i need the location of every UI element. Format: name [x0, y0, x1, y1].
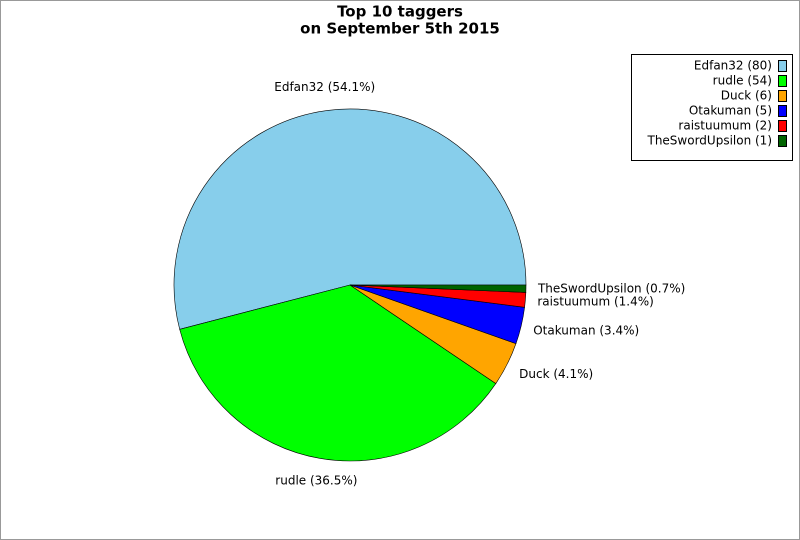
legend-swatch	[778, 135, 787, 147]
chart-subtitle: on September 5th 2015	[300, 20, 500, 38]
legend-label: raistuumum (2)	[678, 119, 772, 133]
legend-label: rudle (54)	[713, 74, 772, 88]
legend-label: Otakuman (5)	[689, 104, 772, 118]
legend-swatch	[778, 120, 787, 132]
slice-label: Otakuman (3.4%)	[533, 324, 639, 338]
legend-swatch	[778, 105, 787, 117]
slice-label: Edfan32 (54.1%)	[274, 80, 375, 94]
legend-label: Edfan32 (80)	[694, 59, 772, 73]
legend-label: TheSwordUpsilon (1)	[646, 134, 772, 148]
pie-slice	[173, 108, 527, 330]
slice-label: rudle (36.5%)	[275, 474, 357, 488]
pie-slice	[349, 284, 527, 293]
legend-box	[631, 54, 793, 161]
pie-slice	[179, 284, 497, 462]
legend-swatch	[778, 75, 787, 87]
legend-swatch	[778, 90, 787, 102]
legend-swatch	[778, 60, 787, 72]
slice-label: raistuumum (1.4%)	[537, 294, 653, 308]
slice-label: TheSwordUpsilon (0.7%)	[537, 282, 685, 296]
chart-title: Top 10 taggers	[337, 3, 463, 21]
slice-label: Duck (4.1%)	[519, 367, 593, 381]
legend-label: Duck (6)	[721, 89, 772, 103]
